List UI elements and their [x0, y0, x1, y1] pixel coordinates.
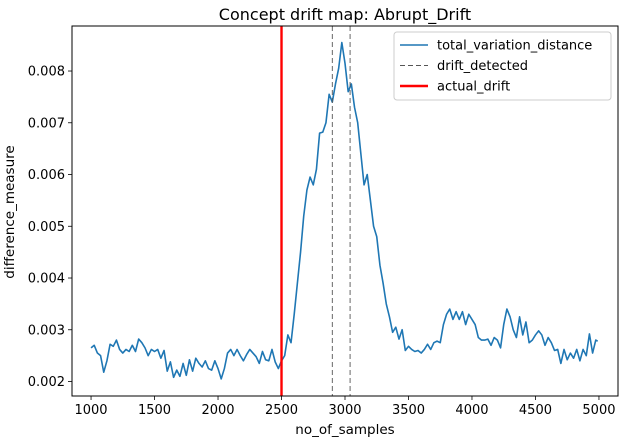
y-tick-label: 0.004	[28, 272, 65, 287]
x-tick-label: 1500	[138, 403, 171, 418]
y-tick-label: 0.002	[28, 375, 65, 390]
x-axis-label: no_of_samples	[295, 422, 394, 438]
y-tick-label: 0.006	[28, 168, 65, 183]
x-tick-label: 2500	[265, 403, 298, 418]
x-tick-label: 5000	[582, 403, 615, 418]
x-tick-label: 3500	[392, 403, 425, 418]
x-axis: 1000 1500 2000 2500 3000 3500 4000 4500 5000	[74, 396, 616, 418]
x-tick-label: 1000	[74, 403, 107, 418]
x-tick-label: 4000	[455, 403, 488, 418]
y-tick-label: 0.008	[28, 65, 65, 80]
x-tick-label: 2000	[201, 403, 234, 418]
x-tick-label: 3000	[328, 403, 361, 418]
x-tick-label: 4500	[519, 403, 552, 418]
y-tick-label: 0.003	[28, 323, 65, 338]
legend-label-actual-drift: actual_drift	[437, 80, 510, 95]
legend-label-drift-detected: drift_detected	[437, 59, 528, 74]
y-axis-label: difference_measure	[2, 145, 18, 278]
chart-title: Concept drift map: Abrupt_Drift	[219, 5, 471, 25]
legend-box	[393, 31, 612, 101]
plot-area	[90, 26, 599, 396]
y-tick-label: 0.007	[28, 116, 65, 131]
y-tick-label: 0.005	[28, 220, 65, 235]
series-line-total-variation-distance	[90, 41, 599, 380]
y-axis: 0.002 0.003 0.004 0.005 0.006 0.007 0.008	[28, 65, 72, 390]
legend-label-total-variation-distance: total_variation_distance	[437, 39, 592, 54]
legend: total_variation_distance drift_detectedac…	[393, 31, 612, 101]
